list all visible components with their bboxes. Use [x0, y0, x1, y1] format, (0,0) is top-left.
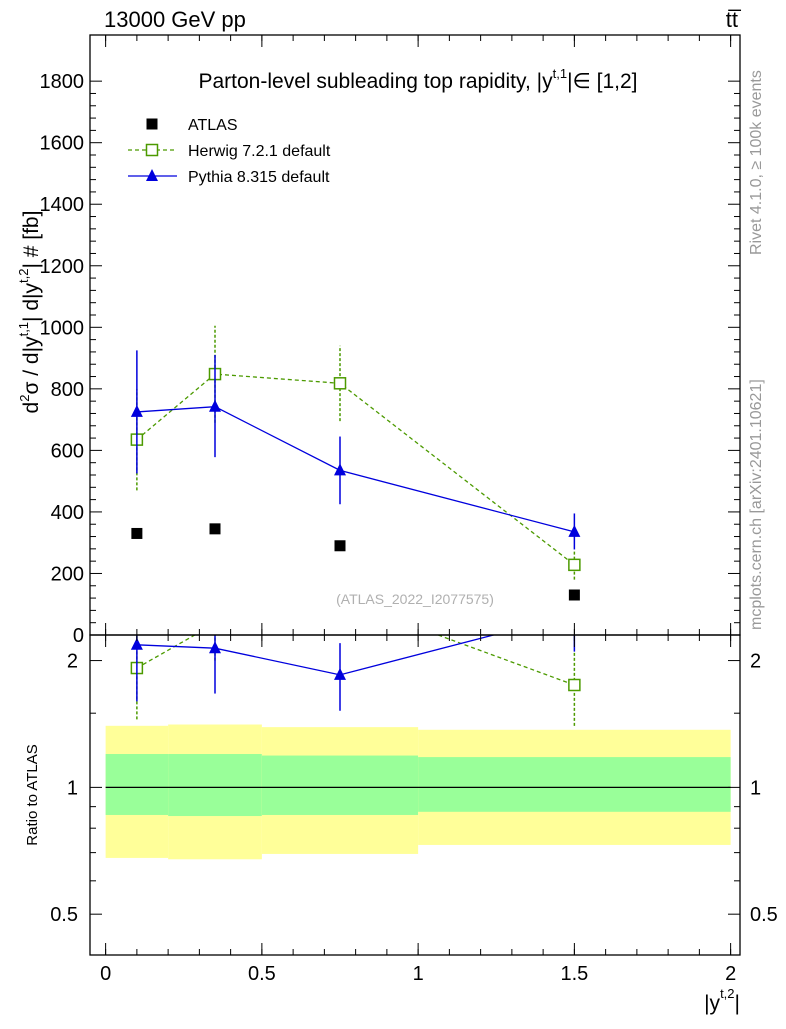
- chart-title: Parton-level subleading top rapidity, |y…: [198, 66, 637, 93]
- ratio-series-1-point-3: [568, 607, 580, 619]
- ratio-band-inner-1: [168, 754, 262, 817]
- main-series-2-point-1: [209, 399, 221, 412]
- main-series-2-point-3: [568, 524, 581, 537]
- main-ytick-label-1: 200: [51, 563, 84, 585]
- rivet-version-label: Rivet 4.1.0, ≥ 100k events: [748, 70, 765, 255]
- ratio-series-0-point-3: [568, 678, 581, 692]
- main-series-1-line: [136, 373, 575, 566]
- x-axis-title: |yt,2|: [704, 986, 740, 1015]
- ratio-ytick-label-right-0: 0.5: [750, 904, 778, 926]
- main-series-2-point-0: [130, 404, 143, 417]
- main-ytick-label-8: 1600: [40, 133, 85, 155]
- legend-marker-2: [146, 169, 158, 181]
- ratio-ytick-label-right-1: 1: [750, 777, 761, 799]
- main-series-0-point-2: [334, 540, 346, 552]
- main-ytick-label-0: 0: [73, 625, 84, 647]
- main-series-1-point-2: [333, 377, 347, 390]
- ratio-panel-frame: [89, 634, 741, 956]
- legend-label-2: Pythia 8.315 default: [188, 169, 330, 186]
- legend-label-1: Herwig 7.2.1 default: [188, 143, 331, 160]
- main-series-1-point-3: [568, 558, 581, 572]
- ratio-band-inner-2: [261, 755, 419, 815]
- analysis-watermark: (ATLAS_2022_I2077575): [336, 591, 494, 607]
- main-axes: 0 200 400 600 800 1000 1200 1400 1600 1800: [40, 35, 740, 647]
- x-tick-label-3: 1.5: [560, 963, 588, 985]
- ratio-ytick-label-right-2: 2: [750, 651, 761, 673]
- x-tick-label-2: 1: [413, 963, 424, 985]
- main-ytick-label-4: 800: [51, 379, 84, 401]
- legend-label-0: ATLAS: [188, 117, 238, 134]
- ratio-plot-area: [130, 607, 581, 726]
- main-series-0-point-0: [131, 527, 143, 539]
- ratio-series-0-line: [136, 635, 575, 686]
- ratio-uncertainty-bands: [105, 724, 731, 860]
- ratio-band-inner-0: [105, 754, 169, 815]
- main-ytick-label-6: 1200: [40, 256, 85, 278]
- ratio-series-1-point-2: [334, 667, 346, 680]
- main-ytick-label-7: 1400: [40, 194, 85, 216]
- main-series-0-point-3: [568, 589, 580, 601]
- ratio-ytick-label-left-0: 0.5: [50, 904, 78, 926]
- main-ytick-label-3: 600: [51, 440, 84, 462]
- main-y-axis-title: d2σ / d|yt,1| d|yt,2| # [fb]: [16, 211, 43, 414]
- x-tick-label-0: 0: [100, 963, 111, 985]
- legend-marker-0: [146, 118, 158, 130]
- process-label: tt̅: [726, 7, 742, 32]
- ratio-series-1-point-0: [130, 637, 143, 650]
- ratio-series-1-line: [136, 635, 497, 676]
- legend-marker-1: [145, 143, 159, 157]
- mcplots-label: mcplots.cern.ch [arXiv:2401.10621]: [748, 379, 765, 630]
- ratio-series-1-point-1: [209, 641, 221, 654]
- ratio-ytick-label-left-2: 2: [67, 651, 78, 673]
- main-series-0-point-1: [209, 523, 221, 535]
- main-series-2-point-2: [334, 463, 346, 476]
- x-tick-label-1: 0.5: [248, 963, 276, 985]
- ratio-series-0-point-1: [210, 618, 221, 629]
- main-series-2-line: [136, 406, 575, 533]
- legend: ATLAS Herwig 7.2.1 default Pythia 8.315 de…: [128, 117, 331, 186]
- main-ytick-label-2: 400: [51, 502, 84, 524]
- main-plot-area: [130, 325, 581, 601]
- ratio-axes: 0.5 0.5 1 1 2 2 0 0.5 1 1.5 2: [50, 635, 778, 985]
- main-ytick-label-9: 1800: [40, 71, 85, 93]
- energy-label: 13000 GeV pp: [104, 7, 246, 32]
- ratio-ytick-label-left-1: 1: [67, 777, 78, 799]
- ratio-y-axis-title: Ratio to ATLAS: [24, 744, 41, 845]
- ratio-band-inner-3: [418, 757, 731, 812]
- main-ytick-label-5: 1000: [40, 317, 85, 339]
- x-tick-label-4: 2: [725, 963, 736, 985]
